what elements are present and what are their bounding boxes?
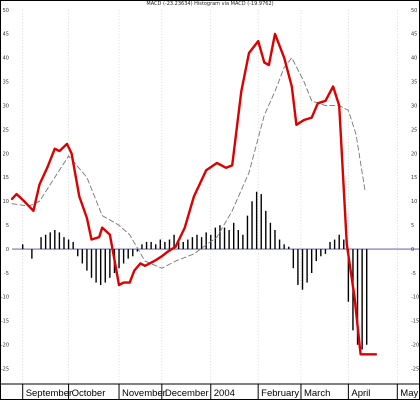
x-tick-label-4: 2004 [214, 388, 235, 399]
signal-line-layer [11, 57, 366, 269]
y-tick-left-0: -25 [1, 366, 9, 372]
y-tick-right-10: 25 [411, 127, 417, 133]
x-tick-label-3: December [165, 388, 209, 399]
y-tick-left-1: -20 [1, 343, 9, 349]
y-tick-right-3: -10 [411, 295, 419, 301]
y-tick-right-0: -25 [411, 366, 419, 372]
y-tick-left-13: 40 [3, 56, 9, 62]
y-tick-right-4: -5 [411, 271, 416, 277]
y-tick-right-15: 50 [411, 8, 417, 14]
x-tick-label-2: November [122, 388, 166, 399]
x-tick-label-0: September [26, 388, 72, 399]
y-tick-right-13: 40 [411, 56, 417, 62]
y-tick-right-5: 0 [411, 247, 414, 253]
y-tick-right-1: -20 [411, 343, 419, 349]
y-tick-left-7: 10 [3, 199, 9, 205]
macd-line-layer [10, 32, 378, 356]
signal-line [11, 57, 366, 269]
x-tick-label-6: March [304, 388, 330, 399]
y-tick-right-6: 5 [411, 223, 414, 229]
y-tick-left-15: 50 [3, 8, 9, 14]
macd-line [10, 32, 378, 356]
y-tick-left-8: 15 [3, 175, 9, 181]
y-tick-left-3: -10 [1, 295, 9, 301]
y-tick-left-6: 5 [6, 223, 9, 229]
x-tick-label-1: October [72, 388, 106, 399]
y-tick-right-12: 35 [411, 80, 417, 86]
vertical-grid [22, 10, 398, 383]
y-tick-left-14: 45 [3, 32, 9, 38]
y-tick-right-2: -15 [411, 319, 419, 325]
y-tick-right-14: 45 [411, 32, 417, 38]
y-tick-right-9: 20 [411, 151, 417, 157]
y-tick-left-11: 30 [3, 103, 9, 109]
y-tick-labels: -25 -25 -20 -20 -15 -15 -10 -10 -5 -5 0 0 5 5 10 10 15 15… [1, 8, 419, 373]
y-tick-right-8: 15 [411, 175, 417, 181]
y-tick-left-12: 35 [3, 80, 9, 86]
y-tick-left-10: 25 [3, 127, 9, 133]
y-tick-left-5: 0 [6, 247, 9, 253]
y-tick-left-4: -5 [4, 271, 9, 277]
y-tick-right-11: 30 [411, 103, 417, 109]
x-tick-label-7: April [351, 388, 370, 399]
x-tick-label-5: February [261, 388, 299, 399]
histogram-layer [22, 191, 368, 350]
y-tick-left-2: -15 [1, 319, 9, 325]
y-tick-left-9: 20 [3, 151, 9, 157]
x-tick-label-8: May [400, 388, 418, 399]
chart-title: MACD (-23.23634) Histogram via MACD (-19… [146, 1, 273, 7]
y-tick-right-7: 10 [411, 199, 417, 205]
